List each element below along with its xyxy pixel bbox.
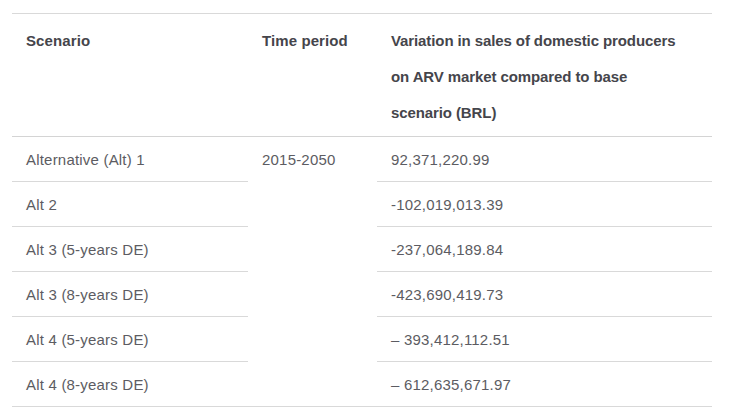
variation-column-header: Variation in sales of domestic producers…	[377, 14, 712, 137]
page: Scenario Time period Variation in sales …	[0, 13, 735, 407]
variation-header-line-1: Variation in sales of domestic producers	[391, 23, 698, 59]
variation-cell: – 393,412,112.51	[377, 317, 712, 362]
scenario-cell: Alternative (Alt) 1	[12, 137, 248, 182]
table-row: Alternative (Alt) 1 2015-2050 92,371,220…	[12, 137, 712, 182]
scenario-cell: Alt 4 (8-years DE)	[12, 362, 248, 407]
variation-cell: -237,064,189.84	[377, 227, 712, 272]
scenario-cell: Alt 3 (5-years DE)	[12, 227, 248, 272]
header-row: Scenario Time period Variation in sales …	[12, 14, 712, 137]
time-period-cell: 2015-2050	[248, 137, 377, 407]
scenario-cell: Alt 3 (8-years DE)	[12, 272, 248, 317]
scenario-cell: Alt 4 (5-years DE)	[12, 317, 248, 362]
variation-cell: 92,371,220.99	[377, 137, 712, 182]
time-period-column-header: Time period	[248, 14, 377, 137]
scenario-column-header: Scenario	[12, 14, 248, 137]
variation-cell: -423,690,419.73	[377, 272, 712, 317]
variation-cell: – 612,635,671.97	[377, 362, 712, 407]
variation-cell: -102,019,013.39	[377, 182, 712, 227]
scenario-cell: Alt 2	[12, 182, 248, 227]
variation-header-line-3: scenario (BRL)	[391, 95, 698, 131]
variation-header-line-2: on ARV market compared to base	[391, 59, 698, 95]
scenario-variation-table: Scenario Time period Variation in sales …	[12, 13, 712, 407]
